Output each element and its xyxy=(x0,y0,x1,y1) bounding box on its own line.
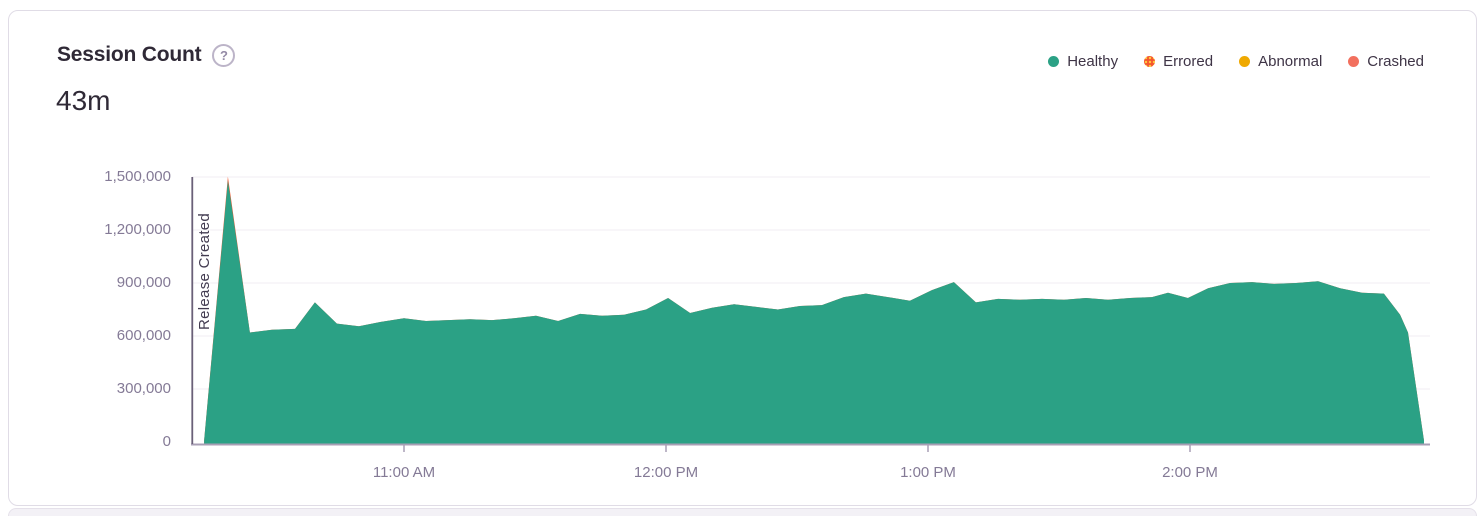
page-title: Session Count xyxy=(57,43,202,66)
y-axis-label: 1,500,000 xyxy=(104,168,171,185)
legend-label: Healthy xyxy=(1067,53,1119,70)
legend-item-abnormal[interactable]: Abnormal xyxy=(1239,53,1322,70)
legend-item-healthy[interactable]: Healthy xyxy=(1048,53,1118,70)
y-axis-label: 0 xyxy=(162,433,171,450)
card-header: Session Count ? xyxy=(57,43,236,67)
legend-item-errored[interactable]: Errored xyxy=(1144,53,1213,70)
legend-item-crashed[interactable]: Crashed xyxy=(1348,53,1424,70)
healthy-series-dot-icon xyxy=(1048,56,1060,67)
area-chart-canvas[interactable] xyxy=(9,11,1484,516)
x-axis-label: 1:00 PM xyxy=(900,464,956,481)
chart-legend: Healthy Errored Abnormal Crashed xyxy=(1048,53,1424,70)
x-axis-label: 11:00 AM xyxy=(372,464,436,481)
healthy-area-series[interactable] xyxy=(204,180,1425,445)
crashed-series-dot-icon xyxy=(1348,56,1360,67)
legend-label: Abnormal xyxy=(1258,53,1323,70)
release-annotation-label: Release Created xyxy=(196,212,213,330)
session-count-chart[interactable]: 0 300,000 600,000 900,000 1,200,000 1,500,000… xyxy=(9,11,1476,505)
y-axis-label: 900,000 xyxy=(116,274,171,291)
session-count-card: Session Count ? 43m Healthy Errored Abnorm… xyxy=(8,10,1477,506)
next-panel-edge xyxy=(8,508,1477,516)
errored-series-dot-icon xyxy=(1144,56,1156,67)
legend-label: Errored xyxy=(1163,53,1214,70)
session-count-total: 43m xyxy=(56,85,111,116)
y-axis-label: 300,000 xyxy=(116,380,171,397)
x-axis-label: 12:00 PM xyxy=(633,464,699,481)
help-icon[interactable]: ? xyxy=(212,43,236,67)
x-axis-label: 2:00 PM xyxy=(1162,464,1218,481)
abnormal-series-dot-icon xyxy=(1239,56,1251,67)
y-axis-label: 600,000 xyxy=(116,327,171,344)
y-axis-label: 1,200,000 xyxy=(104,221,171,238)
legend-label: Crashed xyxy=(1367,53,1424,70)
